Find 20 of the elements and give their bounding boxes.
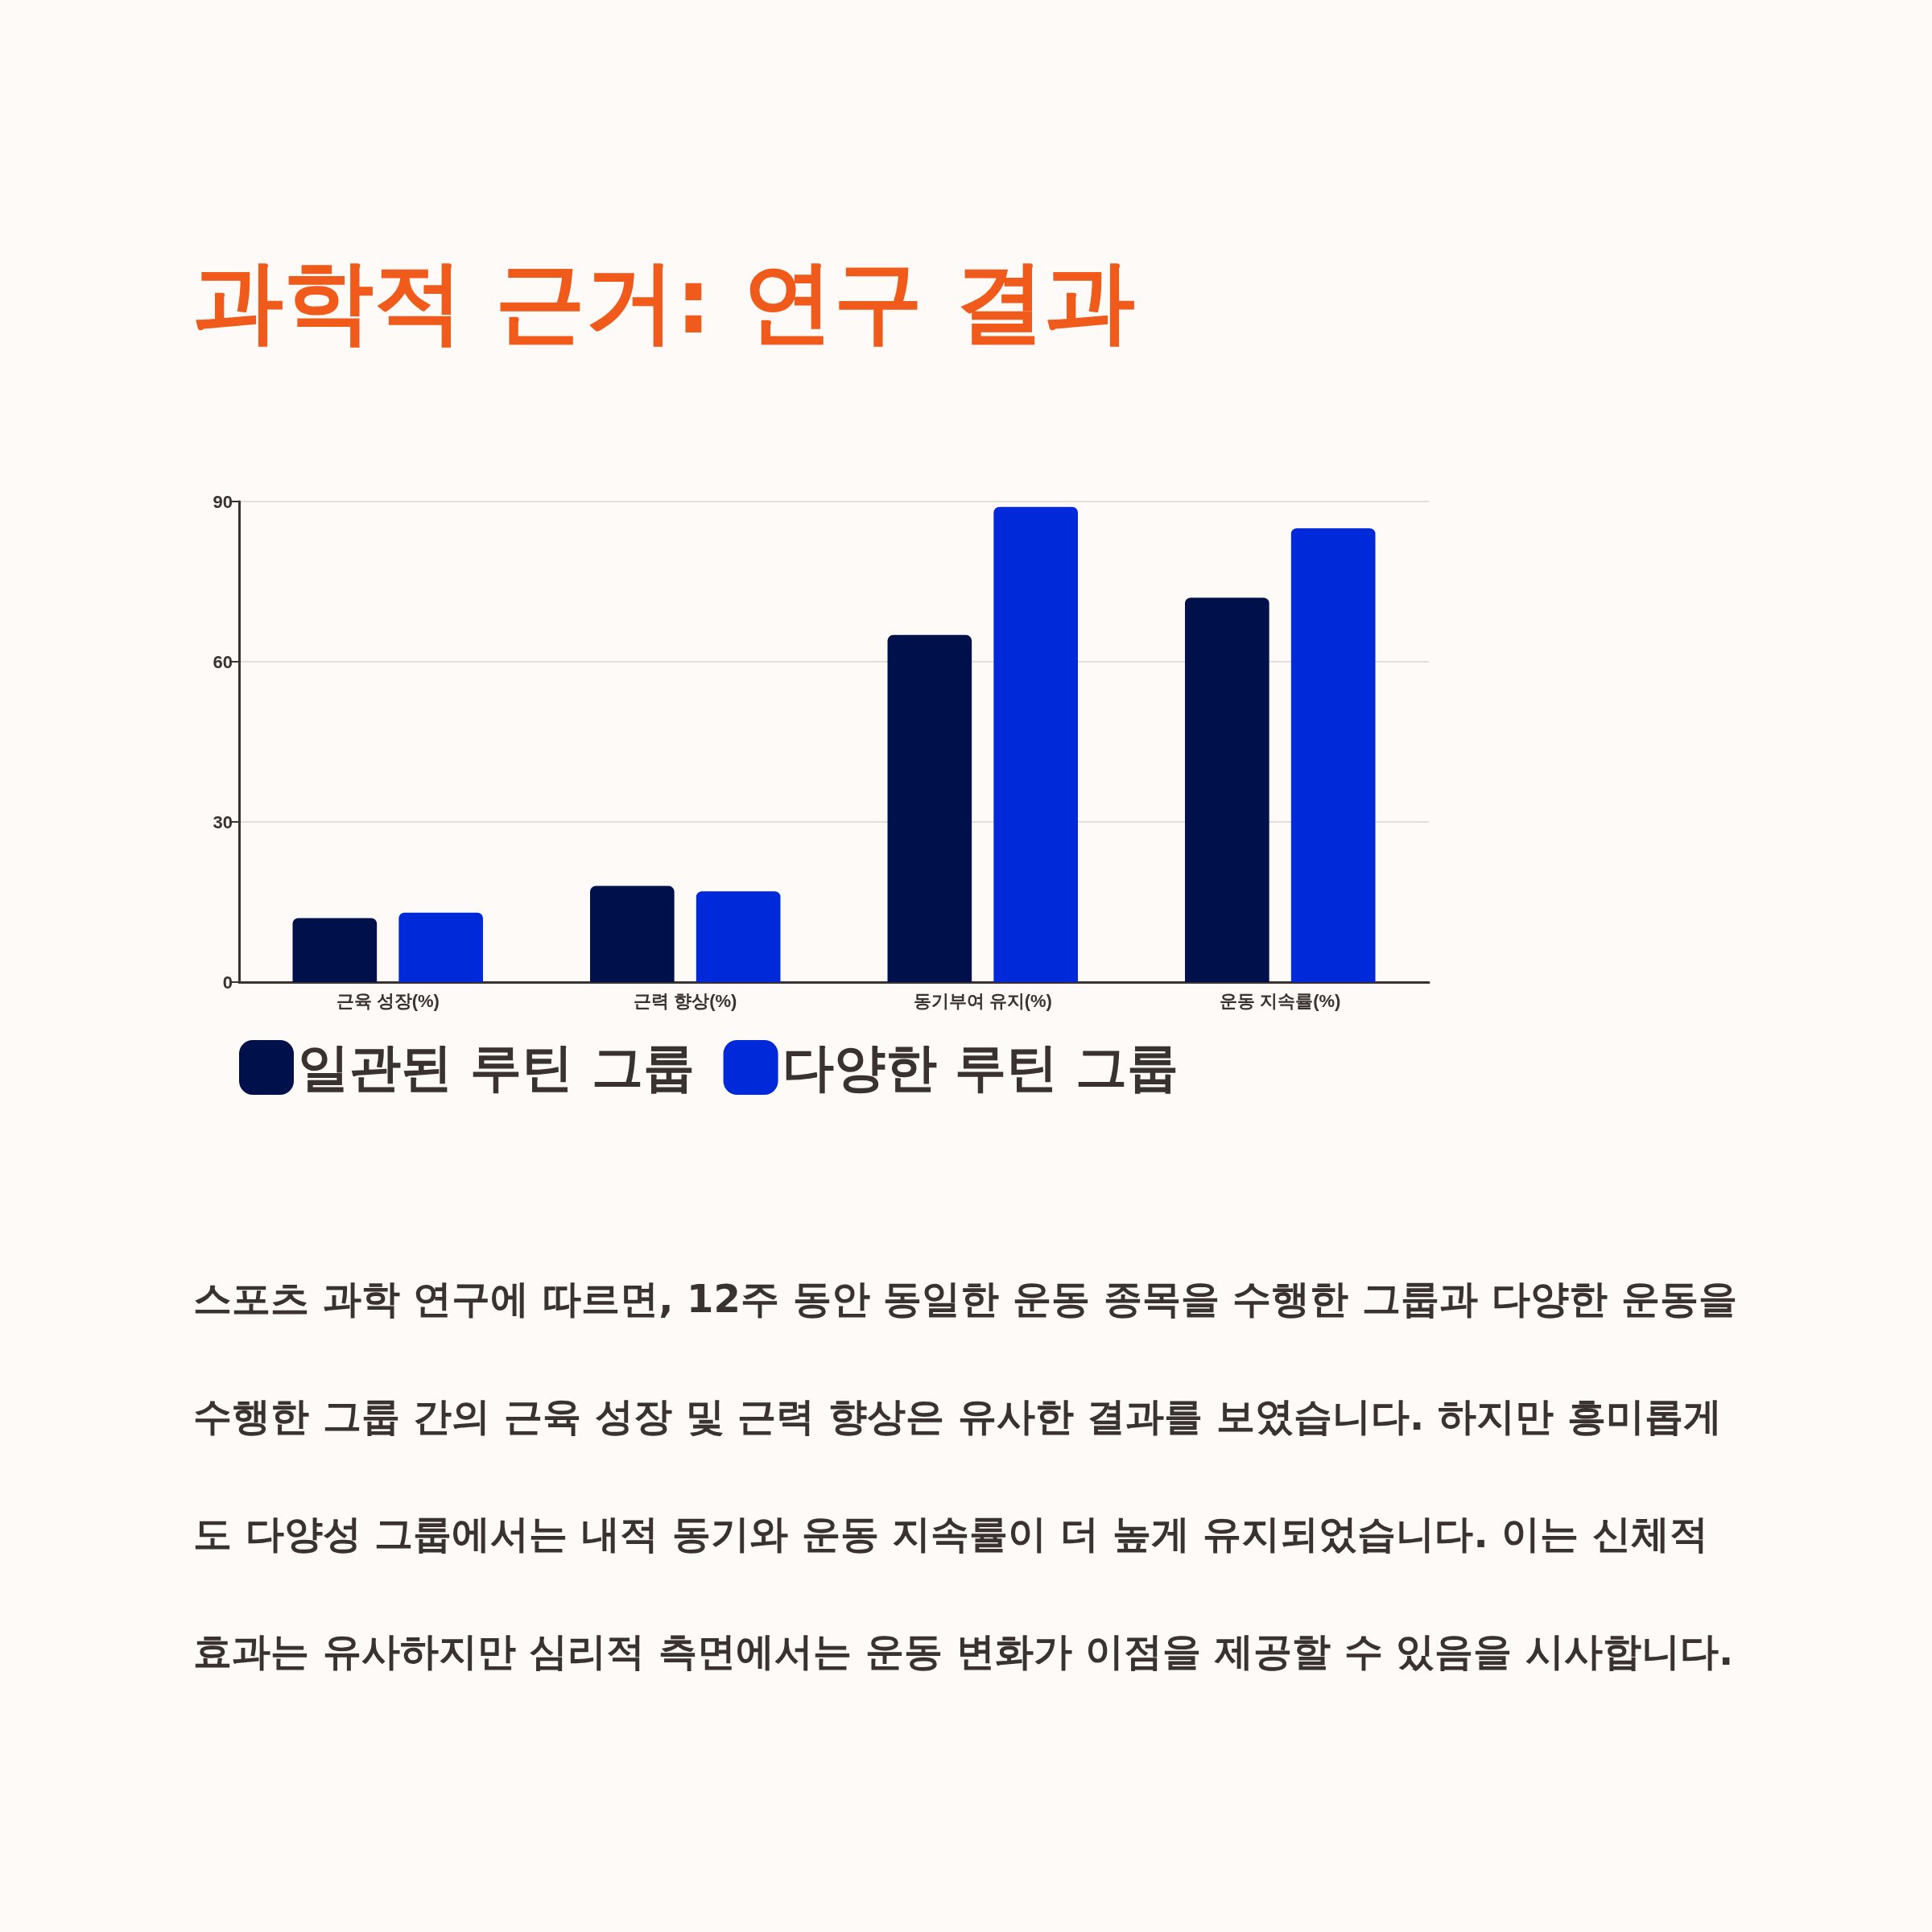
bar xyxy=(993,506,1078,982)
bar xyxy=(887,634,972,982)
x-tick-label: 동기부여 유지(%) xyxy=(913,990,1052,1011)
bar xyxy=(1185,597,1269,982)
bar xyxy=(292,918,378,982)
bar xyxy=(696,891,781,982)
legend-label: 다양한 루틴 그룹 xyxy=(782,1038,1179,1097)
bar xyxy=(1290,528,1376,982)
x-tick-label: 근육 성장(%) xyxy=(336,990,440,1011)
legend-label: 일관된 루틴 그룹 xyxy=(298,1038,695,1097)
x-tick-label: 근력 향상(%) xyxy=(634,990,737,1011)
x-tick-label: 운동 지속률(%) xyxy=(1220,990,1341,1011)
text: 스포츠 과학 연구에 따르면, 12주 동안 동일한 운동 종목을 수행한 그룹과 다양한 운동을 수행한 그룹 간의 근육 성장 및 근력 향상은 유사한 결과를 보였습니다. 하지만 흥미롭게도 다양성 그룹에서는 내적 동기와 운동 지속률이 더 높게 유지되었습니다. 이는 신체적 효과는 유사하지만 심리적 측면에서는 운동 변화가 이점을 제공할 수 있음을 시사합니다. xyxy=(193,1276,1737,1674)
chart-title: 과학적 근거: 연구 결과 xyxy=(193,248,1135,355)
y-tick-label: 0 xyxy=(222,972,233,993)
y-tick-label: 90 xyxy=(213,491,233,512)
bar xyxy=(398,912,483,982)
y-tick-label: 60 xyxy=(213,651,233,672)
bar xyxy=(590,886,675,982)
y-tick-label: 30 xyxy=(213,811,233,832)
